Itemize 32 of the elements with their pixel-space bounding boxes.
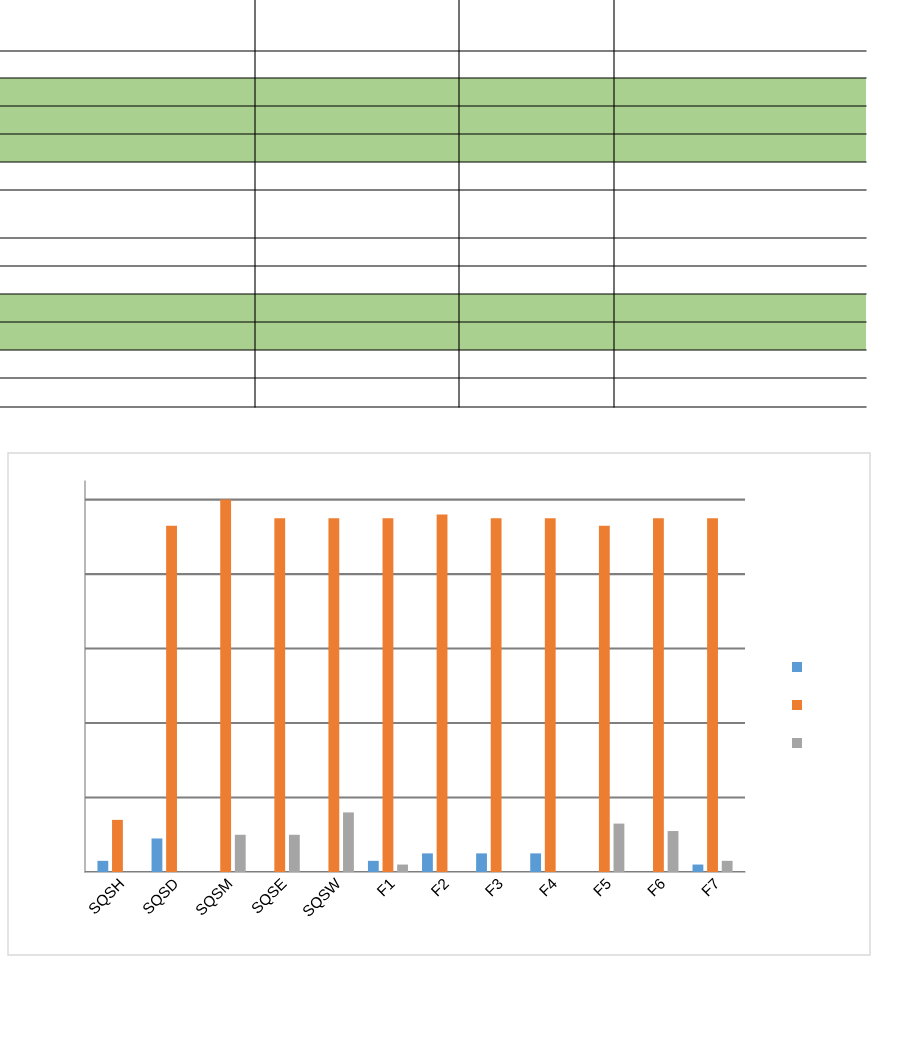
bar bbox=[667, 831, 679, 872]
bar bbox=[613, 823, 625, 872]
bar bbox=[397, 864, 408, 872]
bar bbox=[653, 518, 664, 872]
bar bbox=[436, 514, 448, 872]
bar bbox=[490, 518, 502, 872]
bar bbox=[234, 834, 246, 872]
bar bbox=[166, 525, 177, 872]
bar bbox=[274, 518, 286, 872]
bar bbox=[151, 838, 163, 872]
bar bbox=[598, 525, 610, 872]
bar bbox=[476, 853, 487, 872]
x-tick-label: F5 bbox=[593, 877, 612, 897]
bar bbox=[382, 518, 394, 872]
x-tick-label: F3 bbox=[484, 877, 504, 897]
bar bbox=[544, 518, 556, 872]
bar bbox=[707, 518, 718, 872]
x-tick-label: F1 bbox=[376, 877, 396, 897]
bar bbox=[112, 819, 123, 872]
bar bbox=[530, 853, 542, 872]
bar bbox=[97, 860, 109, 872]
bar bbox=[288, 834, 300, 872]
bar bbox=[343, 812, 354, 872]
bar bbox=[220, 499, 232, 872]
bar bbox=[328, 518, 340, 872]
bar bbox=[367, 860, 379, 872]
x-tick-label: F2 bbox=[430, 877, 450, 897]
bar bbox=[422, 853, 433, 872]
x-tick-label: F4 bbox=[538, 877, 558, 897]
bar bbox=[721, 860, 733, 872]
x-tick-label: F6 bbox=[647, 877, 666, 897]
x-tick-label: F7 bbox=[701, 877, 720, 897]
